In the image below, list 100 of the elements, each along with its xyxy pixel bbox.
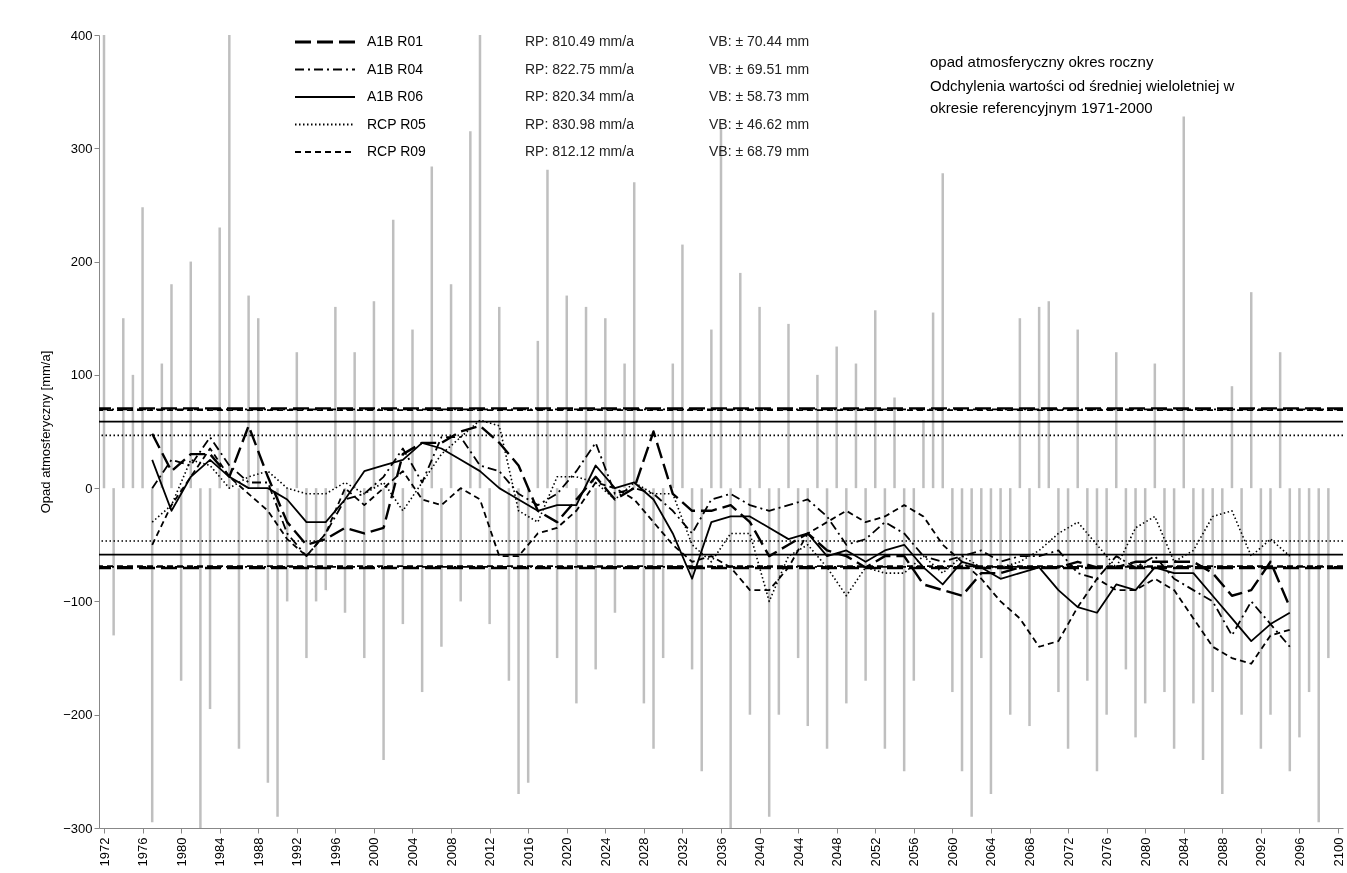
- bar: [440, 488, 443, 647]
- x-tick-label: 1988: [250, 837, 266, 867]
- x-tick-label: 2048: [829, 837, 845, 867]
- x-tick-label: 1976: [135, 837, 151, 867]
- bar: [411, 329, 414, 489]
- y-tick-label: 200: [70, 254, 93, 270]
- bar: [276, 488, 279, 817]
- x-tick-label: 2000: [366, 837, 382, 867]
- y-tick-label: −100: [63, 593, 93, 609]
- bar: [1317, 488, 1320, 823]
- x-tick-label: 2016: [520, 837, 536, 867]
- x-tick-label: 2032: [674, 837, 690, 867]
- bar: [970, 488, 973, 817]
- x-tick-label: 2012: [482, 837, 498, 867]
- x-tick-label: 2096: [1291, 837, 1307, 867]
- bar: [835, 346, 838, 489]
- x-tick-label: 2020: [559, 837, 575, 867]
- y-tick-label: −300: [63, 820, 93, 836]
- annotation: RP: 812.12 mm/a: [525, 143, 635, 159]
- bar: [999, 488, 1002, 579]
- bar: [459, 488, 462, 602]
- x-tick-label: 2036: [713, 837, 729, 867]
- x-tick-label: 2072: [1060, 837, 1076, 867]
- y-tick-label: 0: [85, 480, 93, 496]
- x-tick-label: 2040: [752, 837, 768, 867]
- x-tick-label: 2064: [983, 837, 999, 867]
- x-tick-label: 2100: [1330, 837, 1346, 867]
- bar: [1240, 488, 1243, 715]
- x-tick-label: 1972: [96, 837, 112, 867]
- y-tick-label: −200: [63, 707, 93, 723]
- x-tick-label: 2004: [405, 837, 420, 867]
- y-tick-label: 100: [70, 367, 93, 383]
- bar: [218, 227, 221, 489]
- y-tick-label: 300: [70, 140, 93, 156]
- y-axis-title: Opad atmosferyczny [mm/a]: [38, 350, 54, 514]
- bar: [787, 323, 790, 489]
- x-tick-label: 2056: [906, 837, 922, 867]
- bar: [488, 488, 491, 625]
- bar: [681, 244, 684, 489]
- bar: [498, 306, 501, 489]
- legend-label: RCP R09: [367, 143, 427, 159]
- bar: [1211, 488, 1214, 693]
- bar: [1163, 488, 1166, 693]
- bar: [594, 488, 597, 670]
- bar: [652, 488, 655, 749]
- bar: [729, 488, 732, 828]
- bar: [122, 318, 125, 489]
- x-tick-label: 2068: [1022, 837, 1037, 867]
- x-tick-label: 1984: [212, 837, 228, 867]
- bar: [1134, 488, 1137, 738]
- bar: [1221, 488, 1224, 795]
- annotation: VB: ± 58.73 mm: [709, 88, 810, 104]
- bar: [941, 173, 944, 489]
- bar: [700, 488, 703, 772]
- x-tick-label: 2076: [1099, 837, 1115, 867]
- annotation: VB: ± 46.62 mm: [709, 115, 810, 132]
- bar: [469, 131, 472, 489]
- bar: [1086, 488, 1089, 681]
- bar: [980, 488, 983, 659]
- bar: [1269, 488, 1272, 715]
- annotation: VB: ± 69.51 mm: [709, 60, 810, 77]
- bar: [1076, 329, 1079, 489]
- bar: [1298, 488, 1301, 738]
- bar: [1327, 488, 1330, 659]
- legend-label: A1B R04: [367, 60, 424, 77]
- x-tick-label: 2044: [790, 837, 806, 867]
- annotation: VB: ± 70.44 mm: [709, 33, 810, 49]
- bar: [816, 374, 819, 489]
- x-tick-label: 1980: [173, 837, 189, 867]
- y-tick-label: 400: [70, 27, 93, 43]
- legend-label: RCP R05: [367, 115, 427, 132]
- x-tick-label: 1992: [289, 837, 305, 867]
- x-tick-label: 2024: [597, 837, 613, 867]
- bar: [112, 488, 115, 636]
- annotation: RP: 822.75 mm/a: [525, 60, 635, 77]
- bar: [710, 329, 713, 489]
- bar: [228, 35, 231, 489]
- x-tick-label: 2088: [1214, 837, 1230, 867]
- bar: [623, 363, 626, 489]
- bar: [874, 310, 877, 489]
- bar: [845, 488, 848, 704]
- bar: [951, 488, 954, 693]
- x-tick-label: 2092: [1253, 837, 1269, 867]
- bar: [517, 488, 520, 795]
- bar: [1192, 488, 1195, 704]
- x-tick-label: 1996: [327, 837, 343, 867]
- bar: [604, 318, 607, 489]
- bar: [758, 306, 761, 489]
- bar: [382, 488, 385, 761]
- x-tick-label: 2060: [944, 837, 960, 867]
- x-tick-label: 2028: [636, 837, 652, 867]
- bar: [363, 488, 366, 659]
- bar: [247, 295, 250, 489]
- bar: [1105, 488, 1108, 715]
- bar: [546, 169, 549, 489]
- annotation: VB: ± 68.79 mm: [709, 143, 810, 159]
- bar: [1028, 488, 1031, 727]
- bar: [1115, 352, 1118, 489]
- text: Odchylenia wartości od średniej wieloletniej w okresie referencyjnym 1971-2000: [930, 77, 1235, 116]
- annotation: RP: 820.34 mm/a: [525, 88, 635, 104]
